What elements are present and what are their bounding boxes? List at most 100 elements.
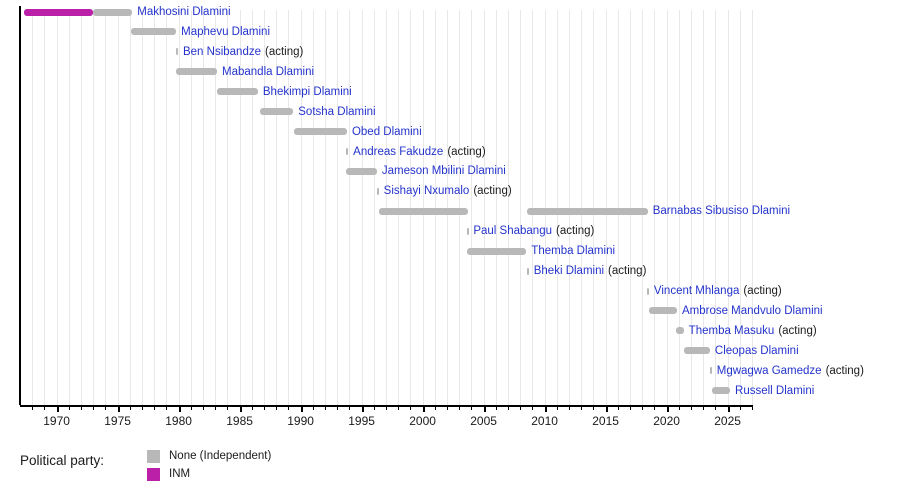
legend-item: INM [147,465,271,483]
x-axis-tick-label: 2025 [714,414,741,428]
x-axis-tick-label: 1990 [287,414,314,428]
pm-name-link[interactable]: Themba Dlamini [531,245,616,258]
term-bar [131,28,177,36]
x-axis-minor-tick [642,407,644,410]
term-bar [176,48,179,56]
pm-acting-suffix: (acting) [608,265,647,278]
year-gridline [325,10,326,405]
x-axis-tick-label: 1995 [348,414,375,428]
term-bar [526,207,648,215]
year-gridline [434,10,436,405]
x-axis-minor-tick [654,407,656,410]
year-gridline [81,10,82,405]
pm-row-label: Barnabas Sibusiso Dlamini [653,205,790,217]
year-gridline [678,10,680,405]
x-axis-line [20,405,753,407]
year-gridline [312,10,314,405]
year-gridline [410,10,412,405]
x-axis-minor-tick [264,407,265,410]
year-gridline [215,10,217,405]
year-gridline [715,10,717,405]
pm-name-link[interactable]: Makhosini Dlamini [137,6,231,18]
pm-row-label: Sishayi Nxumalo (acting) [384,185,512,197]
pm-name-link[interactable]: Sotsha Dlamini [298,105,376,118]
x-axis-major-tick [300,407,303,412]
y-axis-line [19,6,21,405]
pm-name-link[interactable]: Paul Shabangu [473,225,552,238]
x-axis-minor-tick [752,407,753,410]
year-gridline [386,10,387,405]
year-gridline [154,10,156,405]
pm-name-link[interactable]: Mgwagwa Gamedze [716,364,822,377]
x-axis-minor-tick [276,407,278,410]
year-gridline [605,10,607,405]
x-axis-minor-tick [398,407,400,410]
pm-name-link[interactable]: Ben Nsibandze [182,45,261,58]
pm-row-label: Mabandla Dlamini [222,66,314,78]
pm-row-label: Bheki Dlamini (acting) [534,265,647,277]
x-axis-minor-tick [373,407,375,410]
pm-name-link[interactable]: Barnabas Sibusiso Dlamini [652,205,791,218]
x-axis-minor-tick [44,407,46,410]
year-gridline [459,10,461,405]
pm-acting-suffix: (acting) [778,324,817,337]
x-axis-tick-label: 2010 [531,414,558,428]
pm-name-link[interactable]: Bhekimpi Dlamini [262,85,352,98]
x-axis-minor-tick [630,407,631,410]
x-axis-minor-tick [190,407,192,410]
year-gridline [44,10,46,405]
pm-row-label: Cleopas Dlamini [715,345,799,357]
x-axis-major-tick [178,407,181,412]
pm-row-label: Maphevu Dlamini [181,26,270,38]
term-bar [345,167,377,175]
pm-name-link[interactable]: Andreas Fakudze [353,145,444,158]
year-gridline [483,10,485,405]
x-axis-tick-label: 2020 [653,414,680,428]
x-axis-tick-label: 1970 [43,414,70,428]
legend-swatch [147,467,160,481]
x-axis-tick-label: 1975 [104,414,131,428]
year-gridline [727,10,729,405]
pm-name-link[interactable]: Maphevu Dlamini [181,25,271,38]
year-gridline [630,10,631,405]
pm-name-link[interactable]: Mabandla Dlamini [222,65,315,78]
x-axis-minor-tick [434,407,436,410]
pm-acting-suffix: (acting) [473,185,512,198]
year-gridline [532,10,534,405]
pm-row-label: Jameson Mbilini Dlamini [382,165,506,177]
year-gridline [569,10,570,405]
plot-area: 1970 1975 1980 1985 1990 1995 2000 2005 2010 2015… [19,6,864,428]
x-axis-minor-tick [495,407,497,410]
year-gridline [422,10,424,405]
x-axis-minor-tick [593,407,595,410]
x-axis-minor-tick [715,407,717,410]
pm-name-link[interactable]: Vincent Mhlanga [653,285,740,298]
legend: Political party: None (Independent) INM [0,447,900,487]
year-gridline [32,10,34,405]
x-axis-minor-tick [349,407,351,410]
x-axis-tick-label: 2015 [592,414,619,428]
pm-name-link[interactable]: Jameson Mbilini Dlamini [381,165,506,178]
legend-item-label: INM [169,468,191,480]
legend-title: Political party: [20,453,105,468]
pm-name-link[interactable]: Cleopas Dlamini [714,344,799,357]
pm-name-link[interactable]: Bheki Dlamini [533,265,605,278]
pm-row-label: Bhekimpi Dlamini [263,86,352,98]
x-axis-major-tick [605,407,608,412]
x-axis-minor-tick [142,407,143,410]
year-gridline [349,10,351,405]
year-gridline [337,10,339,405]
x-axis-major-tick [56,407,59,412]
pm-name-link[interactable]: Sishayi Nxumalo [383,185,470,198]
pm-name-link[interactable]: Russell Dlamini [735,384,815,397]
pm-row-label: Makhosini Dlamini [137,6,230,18]
year-gridline [68,10,70,405]
x-axis-minor-tick [129,407,131,410]
pm-name-link[interactable]: Obed Dlamini [351,125,422,138]
pm-name-link[interactable]: Ambrose Mandvulo Dlamini [681,304,823,317]
pm-name-link[interactable]: Themba Masuku [688,324,775,337]
year-gridline [691,10,692,405]
term-bar [526,267,529,275]
year-gridline [361,10,363,405]
pm-acting-suffix: (acting) [825,364,864,377]
